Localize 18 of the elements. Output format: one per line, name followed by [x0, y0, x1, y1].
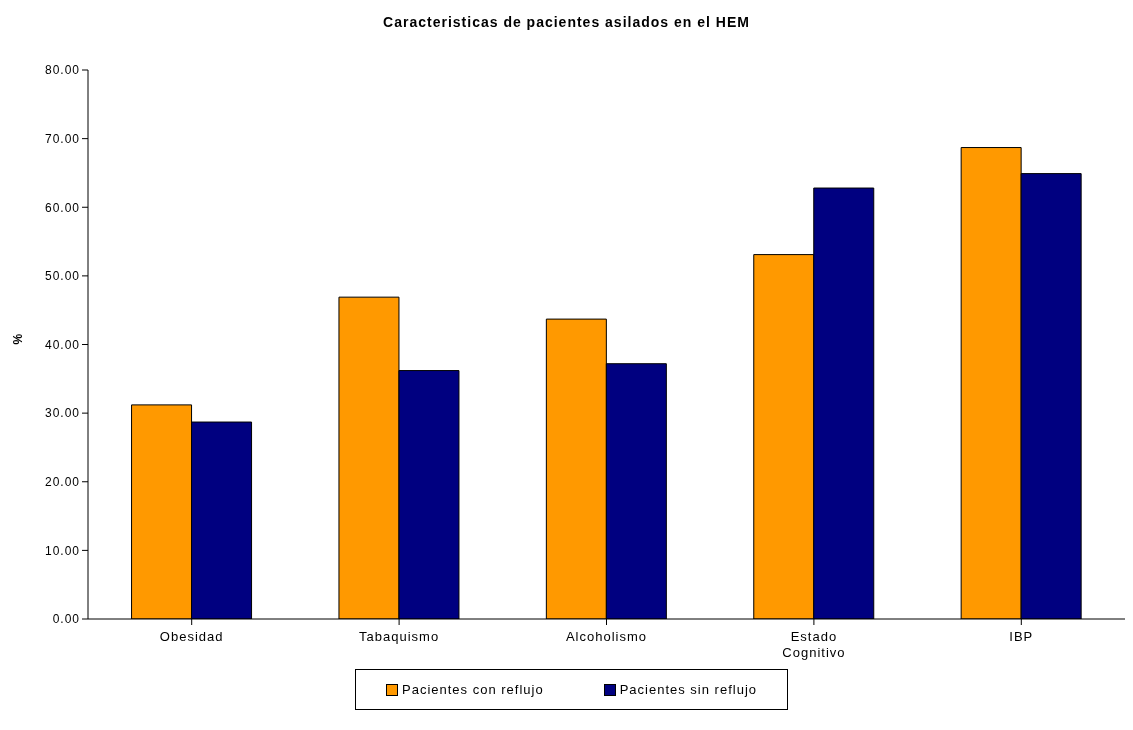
y-tick-label: 80.00 [44, 63, 80, 78]
y-tick-label: 30.00 [44, 406, 80, 421]
y-tick-label: 0.00 [52, 612, 80, 627]
x-tick-label: Obesidad [159, 629, 224, 644]
x-tick-label: IBP [1009, 629, 1034, 644]
y-axis-title: % [11, 333, 26, 345]
y-tick-label: 60.00 [44, 200, 80, 215]
y-tick-label: 50.00 [44, 269, 80, 284]
legend-label: Pacientes con reflujo [401, 682, 544, 697]
x-tick-label: Tabaquismo [359, 629, 440, 644]
y-tick-label: 70.00 [44, 131, 80, 146]
y-tick-label: 10.00 [44, 543, 80, 558]
y-tick-label: 40.00 [44, 337, 80, 352]
x-tick-label: Alcoholismo [565, 629, 648, 644]
legend-label: Pacientes sin reflujo [618, 682, 758, 697]
x-tick-label: Estado Cognitivo [782, 629, 846, 660]
y-tick-label: 20.00 [44, 475, 80, 490]
chart-title: Caracteristicas de pacientes asilados en el HEM [382, 14, 751, 30]
